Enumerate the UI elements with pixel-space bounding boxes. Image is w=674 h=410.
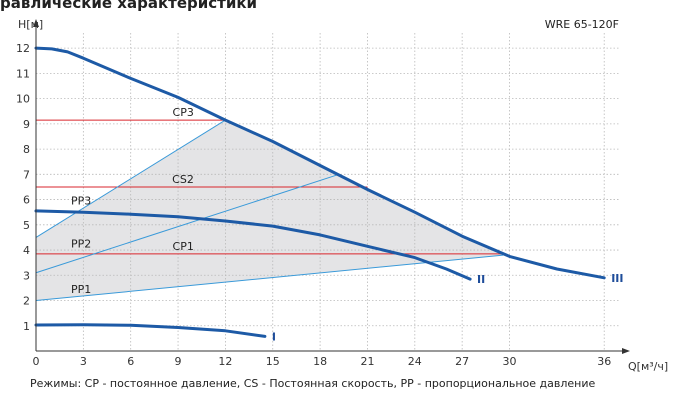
y-axis-label: H[м] xyxy=(18,18,43,31)
x-tick-label: 6 xyxy=(127,355,134,368)
y-tick-label: 1 xyxy=(23,320,30,333)
x-tick-label: 0 xyxy=(33,355,40,368)
x-tick-label: 15 xyxy=(266,355,280,368)
pp-line-pp2 xyxy=(35,173,340,274)
x-tick-label: 9 xyxy=(175,355,182,368)
y-tick-label: 4 xyxy=(23,244,30,257)
y-tick-label: 3 xyxy=(23,269,30,282)
pump-curve-chart: 0 3 6 9 12 15 18 21 24 27 30 36123456789101112H[м]Q… xyxy=(16,18,668,373)
page-title: равлические характеристики xyxy=(0,0,258,12)
speed-label-i: I xyxy=(272,330,276,343)
label-pp3: PP3 xyxy=(71,195,91,208)
x-tick-label: 30 xyxy=(503,355,517,368)
label-cp3: CP3 xyxy=(173,106,194,119)
label-pp1: PP1 xyxy=(71,283,91,296)
y-tick-label: 8 xyxy=(23,143,30,156)
y-tick-label: 12 xyxy=(16,42,30,55)
speed-curve-iii xyxy=(34,46,606,280)
label-pp2: PP2 xyxy=(71,238,91,251)
speed-curve-ii xyxy=(34,209,472,281)
y-axis-arrow xyxy=(33,19,39,27)
x-tick-label: 18 xyxy=(313,355,327,368)
y-tick-label: 11 xyxy=(16,67,30,80)
y-tick-label: 6 xyxy=(23,194,30,207)
x-tick-label: 36 xyxy=(597,355,611,368)
x-tick-label: 12 xyxy=(218,355,232,368)
x-axis-arrow xyxy=(622,348,630,354)
speed-label-ii: II xyxy=(477,273,485,286)
chart-caption: Режимы: CP - постоянное давление, CS - П… xyxy=(30,377,596,390)
label-cp1: CP1 xyxy=(173,240,194,253)
y-tick-label: 10 xyxy=(16,93,30,106)
label-cs2: CS2 xyxy=(172,173,194,186)
y-tick-label: 9 xyxy=(23,118,30,131)
chart-title: WRE 65-120F xyxy=(545,18,619,31)
speed-label-iii: III xyxy=(611,272,623,285)
x-axis-label: Q[м³/ч] xyxy=(628,360,668,373)
y-tick-label: 5 xyxy=(23,219,30,232)
x-tick-label: 27 xyxy=(455,355,469,368)
x-tick-label: 21 xyxy=(360,355,374,368)
operating-area xyxy=(36,120,504,301)
pp-line-pp3 xyxy=(35,119,226,238)
y-tick-label: 7 xyxy=(23,168,30,181)
x-tick-label: 3 xyxy=(80,355,87,368)
x-tick-label: 24 xyxy=(408,355,422,368)
y-tick-label: 2 xyxy=(23,295,30,308)
speed-curve-i xyxy=(34,323,267,338)
